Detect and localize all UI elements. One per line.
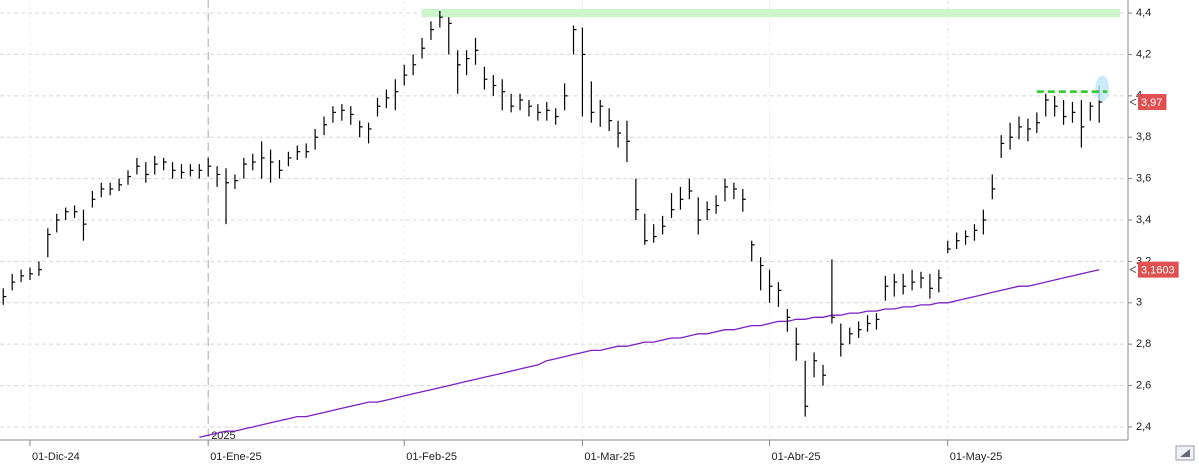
price-label-text: 3,97: [1141, 97, 1162, 109]
x-tick-label: 01-Feb-25: [406, 451, 457, 463]
price-arrow: [1129, 266, 1137, 274]
x-tick-label: 01-Ene-25: [210, 451, 261, 463]
x-tick-label: 01-Mar-25: [584, 451, 635, 463]
x-tick-label: 01-Abr-25: [772, 451, 821, 463]
price-label: 3,97: [1138, 94, 1167, 111]
y-tick-label: 3,8: [1136, 131, 1151, 143]
moving-average-line: [199, 269, 1100, 438]
price-label-text: 3,1603: [1141, 265, 1175, 277]
resistance-band: [422, 8, 1120, 18]
y-tick-label: 3,6: [1136, 173, 1151, 185]
y-tick-label: 3: [1136, 297, 1142, 309]
price-arrow: [1129, 98, 1137, 106]
x-tick-label: 01-Dic-24: [32, 451, 80, 463]
price-label: 3,1603: [1138, 261, 1179, 278]
y-tick-label: 2,8: [1136, 338, 1151, 350]
y-tick-label: 2,6: [1136, 379, 1151, 391]
y-tick-label: 3,4: [1136, 214, 1151, 226]
y-tick-label: 2,4: [1136, 421, 1151, 433]
price-label-box: [1138, 94, 1167, 111]
price-label-box: [1138, 261, 1179, 278]
y-tick-label: 4,2: [1136, 48, 1151, 60]
y-tick-label: 4,4: [1136, 7, 1151, 19]
corner-icon: [1180, 449, 1190, 457]
x-tick-label: 01-May-25: [950, 451, 1003, 463]
highlight: [1095, 75, 1110, 102]
